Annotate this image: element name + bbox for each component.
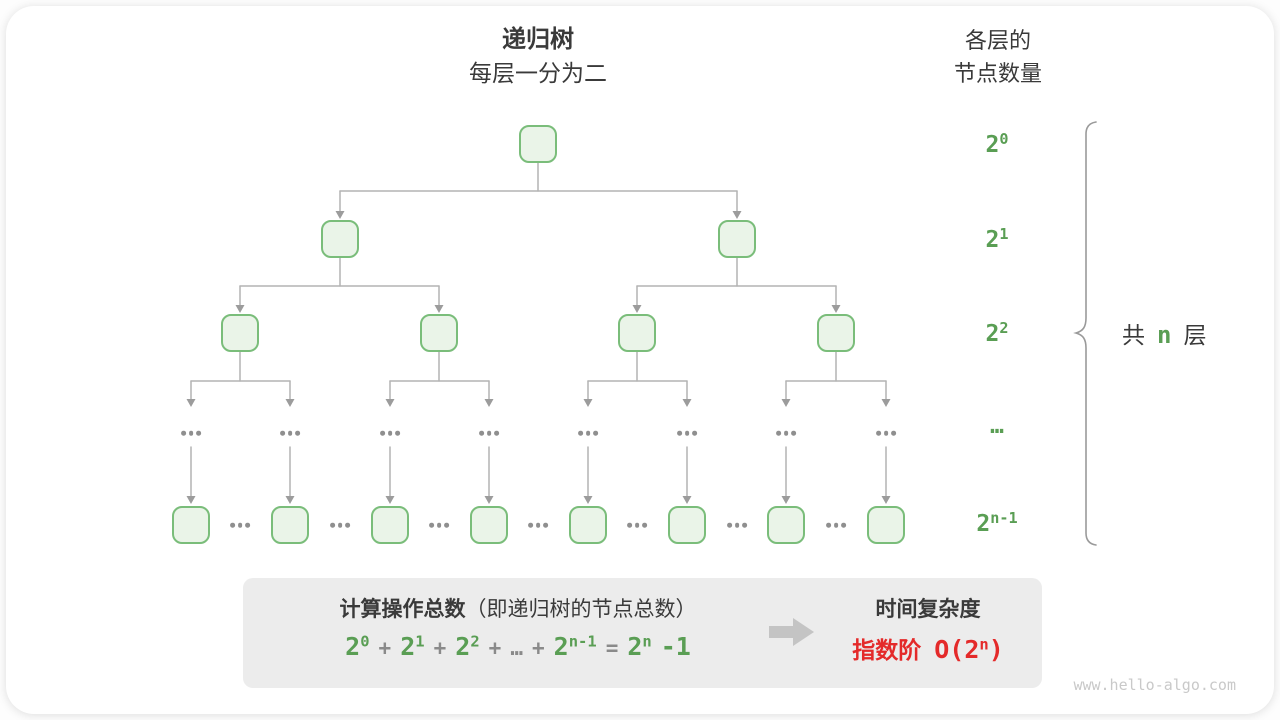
- formula-operator: +: [433, 636, 447, 660]
- time-complexity-section: 时间复杂度 指数阶 O(2n): [828, 593, 1028, 665]
- formula-operator: …: [510, 636, 523, 660]
- summary-box: 计算操作总数（即递归树的节点总数） 20 +21 +22 +… +2n-1 = 2n -1 时…: [243, 578, 1042, 688]
- formula-operator: +: [531, 636, 545, 660]
- operations-total-heading: 计算操作总数（即递归树的节点总数）: [253, 593, 783, 623]
- formula-term: 20: [345, 632, 370, 661]
- formula-term: 22: [455, 632, 480, 661]
- time-complexity-heading: 时间复杂度: [875, 598, 981, 621]
- total-levels-suffix: 层: [1183, 322, 1207, 348]
- complexity-order-label: 指数阶: [852, 637, 922, 663]
- formula-operator: =: [605, 636, 619, 660]
- per-level-count-heading-line1: 各层的: [964, 28, 1032, 53]
- formula-operator: +: [488, 636, 502, 660]
- figure-title: 递归树: [502, 26, 574, 53]
- per-level-count-heading-line2: 节点数量: [953, 61, 1043, 86]
- geometric-series-formula: 20 +21 +22 +… +2n-1 = 2n -1: [253, 632, 783, 661]
- formula-term: 2n: [627, 632, 652, 661]
- total-levels-prefix: 共: [1122, 322, 1145, 348]
- figure-title-block: 递归树 每层一分为二: [469, 24, 607, 90]
- formula-term: -1: [660, 632, 691, 661]
- total-levels-label: 共 n 层: [1122, 316, 1206, 350]
- total-levels-variable: n: [1157, 321, 1172, 349]
- operations-total-heading-paren: （即递归树的节点总数）: [465, 598, 697, 621]
- right-arrow-icon: [769, 618, 814, 646]
- operations-total-heading-bold: 计算操作总数: [339, 598, 466, 621]
- formula-term: 21: [400, 632, 425, 661]
- formula-operator: +: [378, 636, 392, 660]
- time-complexity-result: 指数阶 O(2n): [828, 631, 1028, 665]
- per-level-count-heading: 各层的 节点数量: [954, 24, 1042, 90]
- big-o-notation: O(2n): [934, 635, 1004, 664]
- figure-subtitle: 每层一分为二: [469, 60, 607, 86]
- watermark: www.hello-algo.com: [1073, 676, 1236, 694]
- operations-total-section: 计算操作总数（即递归树的节点总数） 20 +21 +22 +… +2n-1 = 2n -1: [253, 593, 783, 661]
- formula-term: 2n-1: [553, 632, 597, 661]
